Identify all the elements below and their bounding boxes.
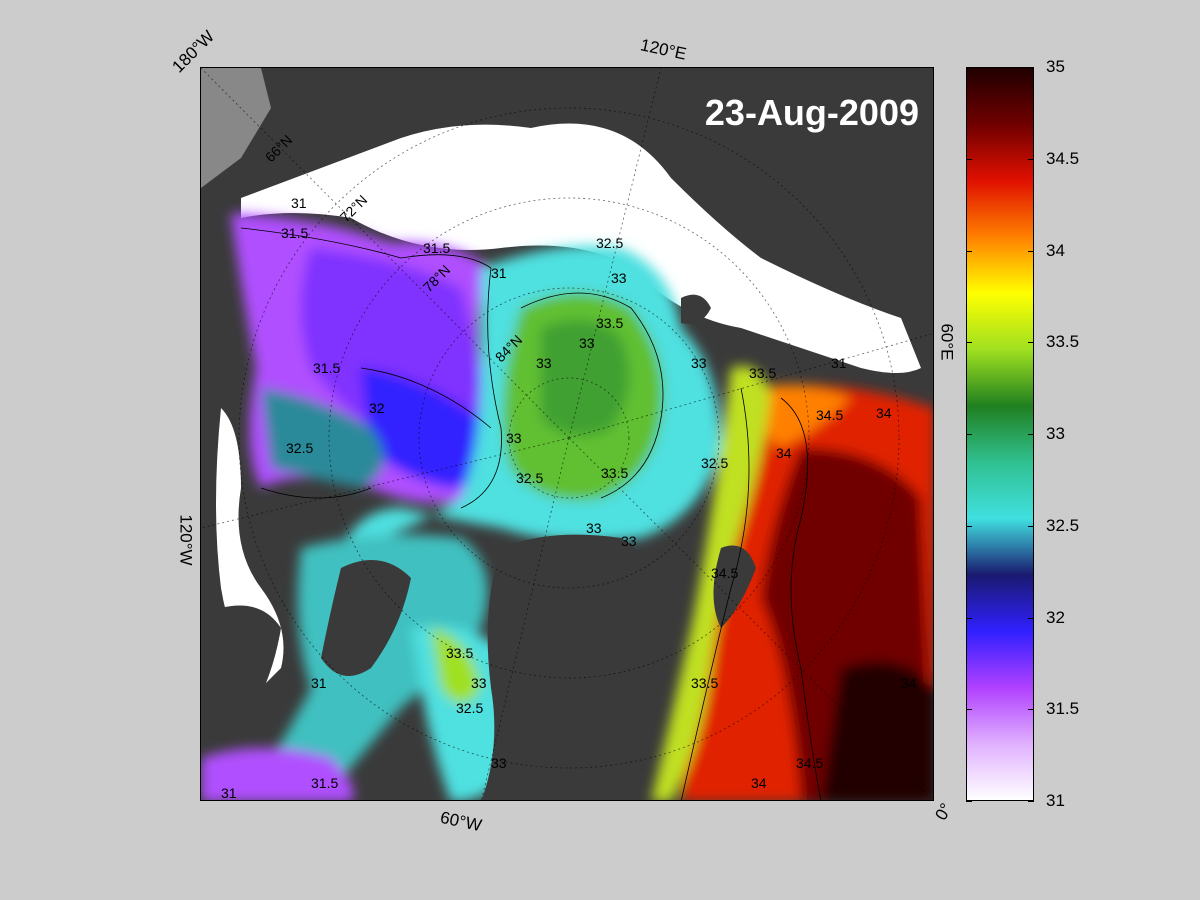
colorbar-tick-mark	[966, 801, 972, 802]
colorbar-tick-label: 33	[1046, 424, 1065, 443]
contour-label: 33	[536, 355, 552, 371]
contour-label: 32.5	[456, 700, 483, 716]
contour-label: 31.5	[313, 360, 340, 376]
edge-label-0: 0°	[931, 799, 956, 824]
colorbar-tick-label: 32	[1046, 607, 1065, 627]
greenland-land	[481, 534, 663, 800]
contour-label: 34.5	[711, 565, 738, 581]
colorbar-tick-mark	[966, 250, 972, 252]
colorbar-tick-label: 33.5	[1046, 332, 1080, 352]
contour-label: 32	[369, 400, 385, 416]
salinity-map: 31 31.5 31.5 31 31.5 32 32.5 32.5 33 33 …	[200, 67, 934, 801]
ellesmere-land	[321, 560, 411, 676]
contour-label: 33	[506, 430, 522, 446]
colorbar-tick-mark	[966, 525, 972, 527]
greenland-grey	[201, 68, 271, 188]
graticule	[201, 68, 933, 800]
contour-label: 31	[831, 355, 847, 371]
map-canvas: 31 31.5 31.5 31 31.5 32 32.5 32.5 33 33 …	[201, 68, 933, 801]
contour-label: 31.5	[281, 225, 308, 241]
colorbar-tick-mark	[1028, 158, 1034, 160]
contour-label: 32.5	[286, 440, 313, 456]
contour-label: 33	[491, 755, 507, 771]
baffin-land	[211, 605, 281, 728]
edge-label-120w: 120°W	[176, 514, 196, 566]
contour-label: 33	[471, 675, 487, 691]
colorbar-tick-mark	[966, 617, 972, 619]
colorbar	[966, 67, 1034, 801]
colorbar-tick-label: 34	[1046, 240, 1065, 260]
colorbar-tick-mark	[1028, 434, 1034, 435]
colorbar-tick-mark	[966, 342, 972, 344]
contour-label: 31	[491, 265, 507, 281]
contour-label: 34	[776, 445, 792, 461]
contour-label: 33	[691, 355, 707, 371]
contour-label: 33.5	[691, 675, 718, 691]
contour-label: 32.5	[701, 455, 728, 471]
colorbar-tick-label: 35	[1046, 57, 1065, 76]
contour-label: 33.5	[749, 365, 776, 381]
contour-label: 33	[579, 335, 595, 351]
contour-label: 34	[751, 775, 767, 791]
contour-label: 33.5	[446, 645, 473, 661]
colorbar-tick-label: 32.5	[1046, 515, 1080, 535]
colorbar-tick-mark	[1028, 525, 1034, 527]
colorbar-tick-mark	[1028, 801, 1034, 802]
contour-label: 31.5	[423, 240, 450, 256]
contour-label: 34.5	[796, 755, 823, 771]
contour-label-group: 31 31.5 31.5 31 31.5 32 32.5 32.5 33 33 …	[221, 195, 917, 801]
contour-label: 34	[901, 675, 917, 691]
contour-label: 31.5	[311, 775, 338, 791]
contour-label: 33	[586, 520, 602, 536]
salinity-field	[201, 213, 933, 800]
colorbar-tick-mark	[1028, 342, 1034, 344]
contour-label: 33.5	[601, 465, 628, 481]
colorbar-tick-mark	[1028, 709, 1034, 711]
contour-label: 31	[291, 195, 307, 211]
contour-label: 32.5	[596, 235, 623, 251]
colorbar-tick-mark	[1028, 617, 1034, 619]
colorbar-tick-mark	[966, 67, 972, 68]
colorbar-tick-label: 31	[1046, 791, 1065, 810]
contour-label: 34	[876, 405, 892, 421]
contour-label: 33.5	[596, 315, 623, 331]
colorbar-tick-mark	[966, 434, 972, 435]
colorbar-tick-mark	[966, 158, 972, 160]
date-label: 23-Aug-2009	[704, 92, 919, 133]
colorbar-tick-mark	[1028, 67, 1034, 68]
island-land	[681, 294, 711, 324]
colorbar-tick-label: 34.5	[1046, 148, 1080, 168]
contour-label: 33	[611, 270, 627, 286]
svalbard-land	[713, 545, 756, 628]
edge-label-60e: 60°E	[937, 323, 957, 361]
edge-label-60w: 60°W	[438, 807, 484, 836]
contour-label: 31	[311, 675, 327, 691]
colorbar-tick-mark	[1028, 250, 1034, 252]
colorbar-tick-mark	[966, 709, 972, 711]
contour-label: 33	[621, 533, 637, 549]
contour-label: 31	[221, 785, 237, 801]
contour-label: 34.5	[816, 407, 843, 423]
edge-label-120e: 120°E	[638, 35, 689, 64]
contour-label: 32.5	[516, 470, 543, 486]
colorbar-tick-label: 31.5	[1046, 699, 1080, 719]
contour-lines	[240, 227, 822, 800]
